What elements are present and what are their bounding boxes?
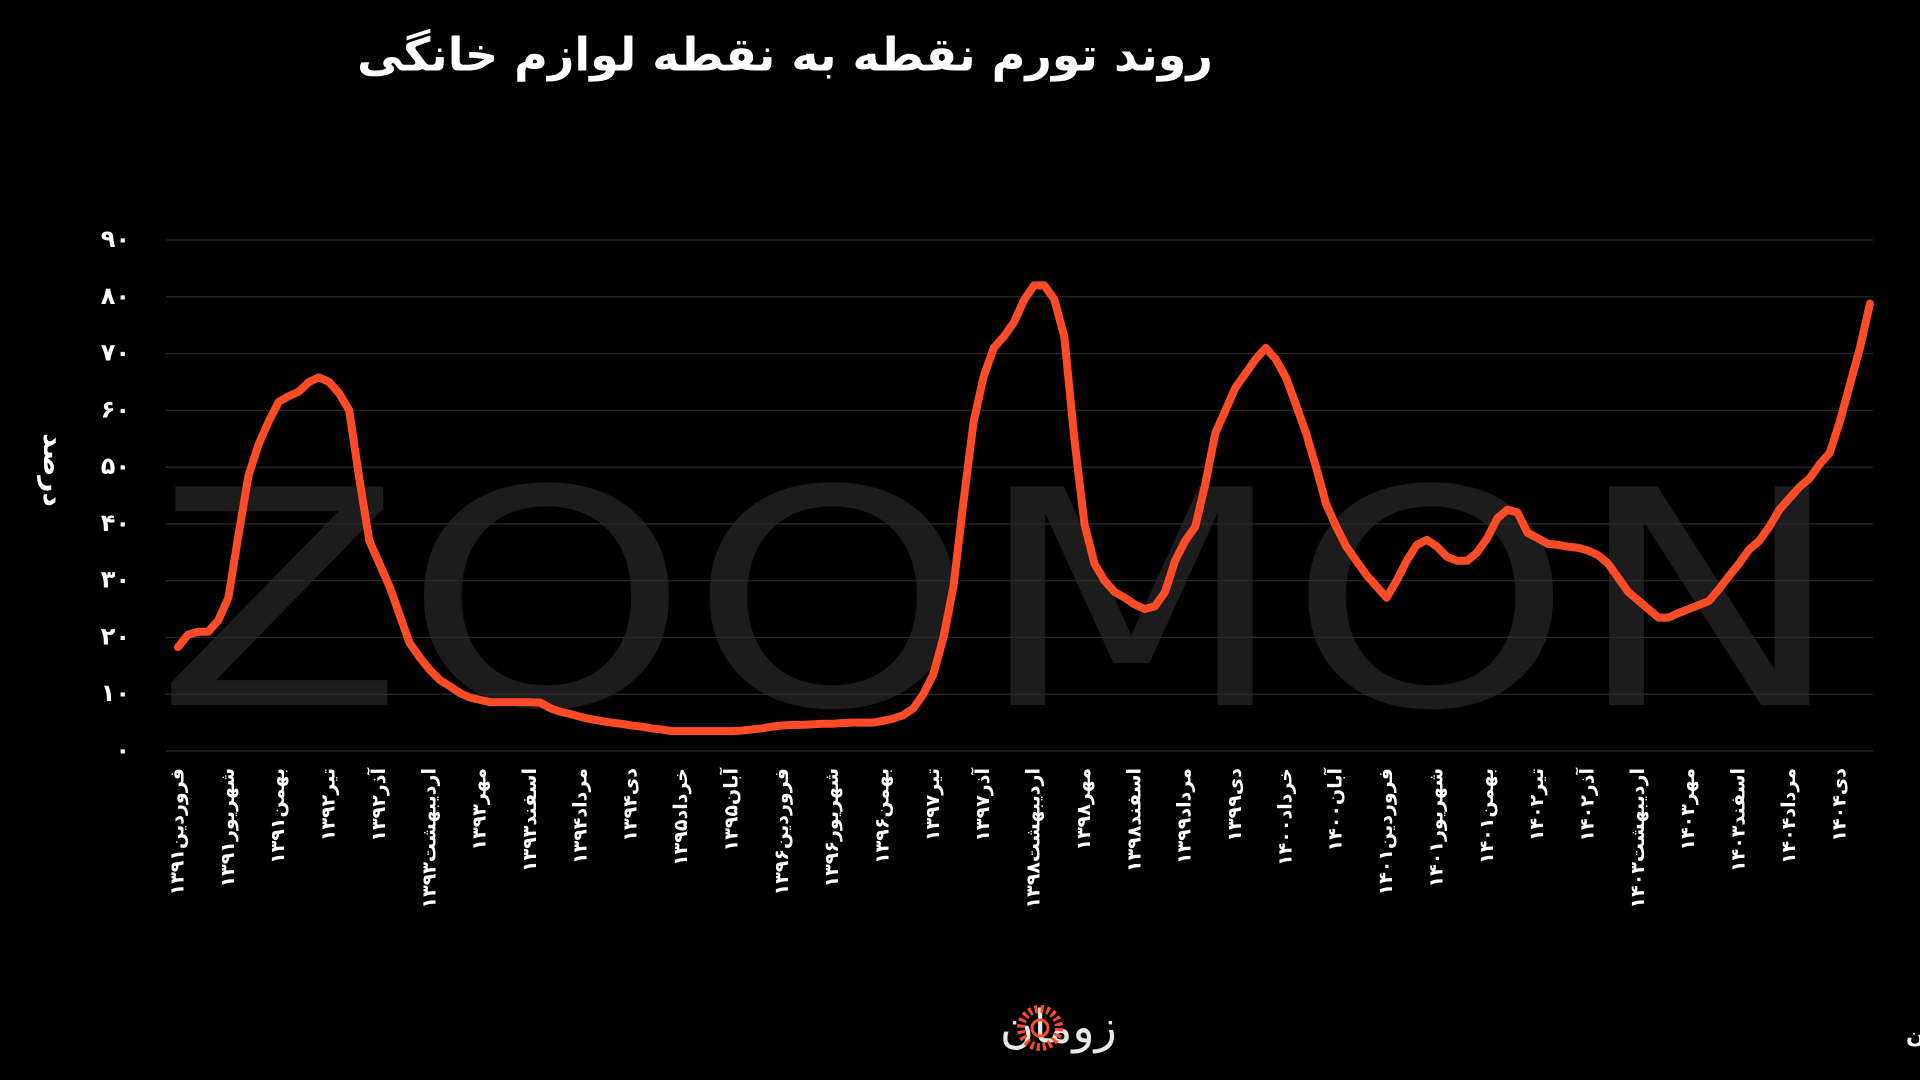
- x-tick-label: مهر۱۳۹۸: [1073, 768, 1095, 851]
- x-tick-label: آذر۱۳۹۷: [970, 768, 994, 842]
- x-tick-label: بهمن۱۳۹۶: [872, 768, 894, 864]
- x-tick-label: فروردین۱۳۹۶: [771, 768, 793, 895]
- x-tick-label: اسفند۱۴۰۳: [1728, 768, 1750, 872]
- x-tick-label: خرداد۱۴۰۰: [1274, 768, 1296, 866]
- grid: [166, 239, 1873, 752]
- logo-icon-ring: [1017, 1005, 1063, 1051]
- x-tick-label: تیر۱۳۹۷: [922, 768, 944, 841]
- y-tick-label: ۵۰: [101, 452, 130, 480]
- y-tick-label: ۸۰: [101, 282, 130, 310]
- x-tick-label: اسفند۱۳۹۸: [1123, 768, 1145, 872]
- x-tick-label: بهمن۱۳۹۱: [267, 768, 289, 864]
- x-tick-label: اردیبهشت۱۴۰۳: [1627, 768, 1649, 908]
- x-tick-label: اسفند۱۳۹۳: [519, 768, 541, 872]
- x-tick-label: فروردین۱۴۰۱: [1375, 768, 1397, 895]
- y-tick-label: ۷۰: [101, 339, 130, 367]
- logo: زومان: [1000, 1000, 1117, 1055]
- x-tick-label: تیر۱۳۹۲: [318, 768, 340, 841]
- x-tick-label: مهر۱۳۹۳: [469, 768, 491, 851]
- logo-icon: [1030, 1018, 1050, 1038]
- x-tick-label: فروردین۱۳۹۱: [167, 768, 189, 895]
- y-tick-label: ۳۰: [101, 566, 130, 594]
- x-tick-label: تیر۱۴۰۲: [1526, 768, 1548, 841]
- x-tick-label: دی۱۳۹۹: [1224, 768, 1246, 842]
- y-tick-label: ۱۰: [101, 679, 130, 707]
- x-tick-label: اردیبهشت۱۳۹۸: [1023, 768, 1045, 908]
- x-tick-label: مرداد۱۳۹۹: [1174, 768, 1196, 864]
- x-tick-label: آبان۱۳۹۵: [718, 768, 742, 852]
- x-tick-label: شهریور۱۴۰۱: [1425, 768, 1447, 887]
- x-tick-label: خرداد۱۳۹۵: [670, 768, 692, 866]
- x-tick-label: آبان۱۴۰۰: [1323, 768, 1347, 852]
- x-tick-label: مرداد۱۴۰۴: [1778, 768, 1800, 864]
- x-tick-label: آذر۱۴۰۲: [1575, 768, 1599, 842]
- x-tick-label: دی۱۳۹۴: [620, 768, 642, 842]
- y-tick-label: ۴۰: [101, 509, 130, 537]
- x-tick-label: بهمن۱۴۰۱: [1476, 768, 1498, 864]
- y-tick-label: ۲۰: [101, 622, 130, 650]
- data-line: [174, 281, 1874, 736]
- x-tick-label: اردیبهشت۱۳۹۳: [418, 768, 440, 908]
- y-tick-label: ۰: [115, 736, 130, 764]
- y-tick-label: ۹۰: [101, 225, 130, 253]
- x-tick-label: آذر۱۳۹۲: [366, 768, 390, 842]
- x-tick-label: مهر۱۴۰۳: [1677, 768, 1699, 851]
- watermark: ZOOMON: [155, 427, 1845, 776]
- y-axis-label: درصد: [37, 433, 70, 507]
- x-tick-label: شهریور۱۳۹۱: [217, 768, 239, 887]
- chart-title: روند تورم نقطه به نقطه لوازم خانگی: [357, 28, 1213, 82]
- y-tick-label: ۶۰: [101, 395, 130, 423]
- x-tick-label: دی۱۴۰۴: [1828, 768, 1850, 842]
- x-tick-label: شهریور۱۳۹۶: [821, 768, 843, 887]
- x-tick-label: مرداد۱۳۹۴: [569, 768, 591, 864]
- source-note: منبع: مرکز آمار ایران: [1906, 1021, 1920, 1049]
